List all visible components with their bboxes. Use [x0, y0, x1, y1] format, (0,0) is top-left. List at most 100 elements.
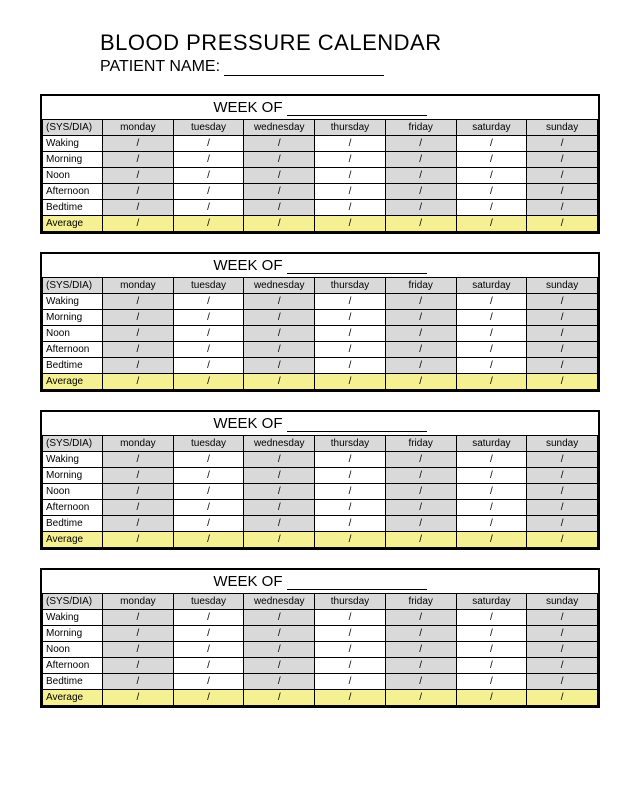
bp-cell[interactable]: / — [456, 468, 527, 484]
bp-cell[interactable]: / — [456, 658, 527, 674]
bp-cell[interactable]: / — [173, 216, 244, 232]
bp-cell[interactable]: / — [173, 516, 244, 532]
week-of-blank[interactable] — [287, 115, 427, 116]
bp-cell[interactable]: / — [315, 184, 386, 200]
bp-cell[interactable]: / — [173, 484, 244, 500]
bp-cell[interactable]: / — [173, 310, 244, 326]
bp-cell[interactable]: / — [244, 136, 315, 152]
bp-cell[interactable]: / — [385, 310, 456, 326]
bp-cell[interactable]: / — [103, 516, 174, 532]
bp-cell[interactable]: / — [315, 484, 386, 500]
bp-cell[interactable]: / — [527, 310, 598, 326]
bp-cell[interactable]: / — [315, 374, 386, 390]
bp-cell[interactable]: / — [315, 516, 386, 532]
bp-cell[interactable]: / — [456, 500, 527, 516]
bp-cell[interactable]: / — [103, 484, 174, 500]
bp-cell[interactable]: / — [173, 500, 244, 516]
bp-cell[interactable]: / — [173, 342, 244, 358]
bp-cell[interactable]: / — [173, 452, 244, 468]
bp-cell[interactable]: / — [173, 626, 244, 642]
bp-cell[interactable]: / — [173, 184, 244, 200]
bp-cell[interactable]: / — [385, 342, 456, 358]
bp-cell[interactable]: / — [315, 532, 386, 548]
bp-cell[interactable]: / — [456, 342, 527, 358]
bp-cell[interactable]: / — [173, 658, 244, 674]
bp-cell[interactable]: / — [315, 216, 386, 232]
bp-cell[interactable]: / — [315, 500, 386, 516]
bp-cell[interactable]: / — [103, 532, 174, 548]
bp-cell[interactable]: / — [103, 342, 174, 358]
bp-cell[interactable]: / — [103, 610, 174, 626]
bp-cell[interactable]: / — [527, 484, 598, 500]
bp-cell[interactable]: / — [385, 610, 456, 626]
bp-cell[interactable]: / — [173, 674, 244, 690]
bp-cell[interactable]: / — [527, 374, 598, 390]
bp-cell[interactable]: / — [244, 516, 315, 532]
bp-cell[interactable]: / — [244, 690, 315, 706]
bp-cell[interactable]: / — [244, 674, 315, 690]
bp-cell[interactable]: / — [315, 152, 386, 168]
bp-cell[interactable]: / — [385, 168, 456, 184]
bp-cell[interactable]: / — [173, 294, 244, 310]
bp-cell[interactable]: / — [456, 452, 527, 468]
bp-cell[interactable]: / — [173, 532, 244, 548]
bp-cell[interactable]: / — [385, 642, 456, 658]
bp-cell[interactable]: / — [385, 468, 456, 484]
bp-cell[interactable]: / — [456, 200, 527, 216]
bp-cell[interactable]: / — [385, 500, 456, 516]
bp-cell[interactable]: / — [103, 310, 174, 326]
bp-cell[interactable]: / — [103, 358, 174, 374]
bp-cell[interactable]: / — [527, 358, 598, 374]
bp-cell[interactable]: / — [244, 452, 315, 468]
bp-cell[interactable]: / — [456, 358, 527, 374]
bp-cell[interactable]: / — [315, 610, 386, 626]
bp-cell[interactable]: / — [385, 374, 456, 390]
bp-cell[interactable]: / — [315, 626, 386, 642]
bp-cell[interactable]: / — [315, 168, 386, 184]
bp-cell[interactable]: / — [385, 626, 456, 642]
bp-cell[interactable]: / — [527, 642, 598, 658]
bp-cell[interactable]: / — [527, 674, 598, 690]
bp-cell[interactable]: / — [385, 658, 456, 674]
week-of-blank[interactable] — [287, 589, 427, 590]
bp-cell[interactable]: / — [103, 468, 174, 484]
bp-cell[interactable]: / — [244, 200, 315, 216]
bp-cell[interactable]: / — [385, 294, 456, 310]
bp-cell[interactable]: / — [244, 484, 315, 500]
bp-cell[interactable]: / — [456, 516, 527, 532]
bp-cell[interactable]: / — [103, 294, 174, 310]
bp-cell[interactable]: / — [103, 326, 174, 342]
bp-cell[interactable]: / — [103, 184, 174, 200]
bp-cell[interactable]: / — [456, 184, 527, 200]
bp-cell[interactable]: / — [103, 168, 174, 184]
bp-cell[interactable]: / — [527, 136, 598, 152]
bp-cell[interactable]: / — [315, 690, 386, 706]
bp-cell[interactable]: / — [103, 500, 174, 516]
bp-cell[interactable]: / — [315, 326, 386, 342]
bp-cell[interactable]: / — [527, 690, 598, 706]
bp-cell[interactable]: / — [527, 168, 598, 184]
bp-cell[interactable]: / — [456, 642, 527, 658]
week-of-blank[interactable] — [287, 431, 427, 432]
bp-cell[interactable]: / — [173, 642, 244, 658]
bp-cell[interactable]: / — [527, 342, 598, 358]
bp-cell[interactable]: / — [103, 136, 174, 152]
bp-cell[interactable]: / — [456, 532, 527, 548]
bp-cell[interactable]: / — [527, 326, 598, 342]
bp-cell[interactable]: / — [103, 452, 174, 468]
bp-cell[interactable]: / — [103, 642, 174, 658]
bp-cell[interactable]: / — [456, 216, 527, 232]
bp-cell[interactable]: / — [385, 358, 456, 374]
bp-cell[interactable]: / — [315, 342, 386, 358]
bp-cell[interactable]: / — [456, 484, 527, 500]
bp-cell[interactable]: / — [385, 184, 456, 200]
bp-cell[interactable]: / — [173, 610, 244, 626]
bp-cell[interactable]: / — [244, 342, 315, 358]
bp-cell[interactable]: / — [315, 642, 386, 658]
bp-cell[interactable]: / — [173, 200, 244, 216]
bp-cell[interactable]: / — [527, 216, 598, 232]
bp-cell[interactable]: / — [103, 200, 174, 216]
bp-cell[interactable]: / — [103, 690, 174, 706]
bp-cell[interactable]: / — [456, 374, 527, 390]
bp-cell[interactable]: / — [244, 152, 315, 168]
